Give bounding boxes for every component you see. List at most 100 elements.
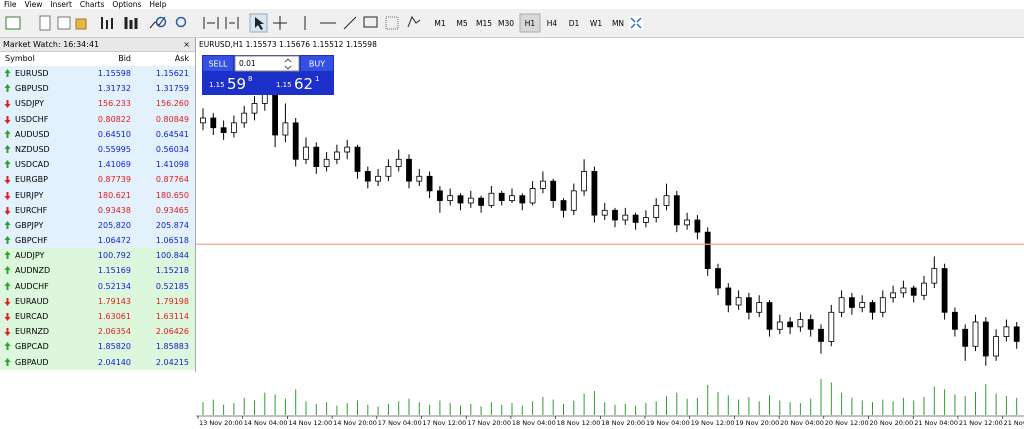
bid: 1.15598 [97, 69, 131, 78]
symbol: GBPUSD [15, 84, 49, 94]
bid: 0.80822 [97, 114, 131, 124]
arrow-up [4, 160, 11, 169]
column-bid[interactable]: Bid [118, 54, 131, 63]
candle-body [653, 205, 660, 218]
symbol-row[interactable]: GBPUSD 1.31732 1.31759 [0, 81, 195, 97]
scroll-icon[interactable] [203, 17, 219, 29]
time-label: 14 Nov 20:00 [333, 419, 377, 427]
text-icon[interactable] [363, 16, 378, 28]
symbol-row[interactable]: USDJPY 156.233 156.260 [0, 96, 195, 112]
menu-item[interactable]: Charts [79, 0, 105, 9]
symbol-row[interactable]: AUDUSD 0.64510 0.64541 [0, 126, 195, 142]
terminal-icon[interactable] [75, 18, 87, 30]
active-timeframe [519, 13, 541, 33]
time-label: 14 Nov 04:00 [244, 419, 288, 427]
symbol-row[interactable]: EURCHF 0.93438 0.93465 [0, 202, 195, 218]
menu-item[interactable]: Options [112, 0, 142, 9]
column-ask[interactable]: Ask [174, 54, 189, 63]
symbol-row[interactable]: NZDUSD 0.55995 0.56034 [0, 141, 195, 158]
timeframe-button[interactable]: H1 [525, 19, 536, 28]
candle-body [612, 209, 618, 221]
candle-body [684, 219, 691, 226]
ask: 1.15218 [155, 266, 189, 276]
candle-body [467, 197, 474, 204]
symbol-row[interactable]: EURAUD 1.79143 1.79198 [0, 293, 195, 309]
fibo-icon[interactable] [385, 16, 399, 30]
symbol-row[interactable]: AUDNZD 1.15169 1.15218 [0, 263, 195, 279]
timeframe-button[interactable]: W1 [590, 19, 602, 28]
timeframe-button[interactable]: D1 [569, 19, 580, 28]
candle-body [746, 297, 752, 313]
bar-chart-icon[interactable] [101, 17, 113, 29]
zoom-in-icon[interactable] [155, 16, 167, 28]
close-button[interactable]: × [183, 40, 190, 49]
menu-item[interactable]: Help [149, 0, 167, 9]
candle-body [323, 158, 330, 167]
sell-price-box[interactable] [203, 73, 265, 94]
candle-body [282, 122, 289, 136]
symbol-row[interactable]: EURGBP 0.87739 0.87764 [0, 172, 195, 188]
timeframe-button[interactable]: M1 [434, 19, 445, 28]
candle-body [972, 321, 979, 347]
symbol-row[interactable]: GBPCHF 1.06472 1.06518 [0, 233, 195, 249]
column-symbol[interactable]: Symbol [5, 54, 35, 63]
new-chart-icon[interactable] [5, 16, 21, 30]
symbol-row[interactable]: EURJPY 180.621 180.650 [0, 187, 195, 203]
shapes-icon[interactable] [407, 15, 421, 28]
lot-spinner[interactable] [284, 58, 292, 70]
candle-body [519, 195, 526, 204]
timeframe-button[interactable]: M30 [498, 19, 514, 28]
symbol-row[interactable]: USDCHF 0.80822 0.80849 [0, 111, 195, 127]
direction-arrow [4, 294, 11, 314]
profiles-icon[interactable] [39, 15, 51, 31]
menu-item[interactable]: Insert [50, 0, 72, 9]
symbol-row[interactable]: GBPCAD 1.85820 1.85883 [0, 339, 195, 355]
bid: 156.233 [97, 99, 131, 109]
time-label: 19 Nov 12:00 [691, 419, 735, 427]
time-label: 20 Nov 04:00 [780, 419, 824, 427]
symbol-row[interactable]: EURNZD 2.06354 2.06426 [0, 324, 195, 340]
symbol-row[interactable]: GBPAUD 2.04140 2.04215 [0, 354, 195, 370]
timeframe-button[interactable]: MN [612, 19, 624, 28]
symbol-row[interactable]: EURUSD 1.15598 1.15621 [0, 66, 195, 82]
bid: 0.52134 [97, 281, 131, 291]
symbol-row[interactable]: AUDJPY 100.792 100.844 [0, 248, 195, 264]
ask: 1.85883 [155, 342, 189, 352]
chart-header: EURUSD,H1 1.15573 1.15676 1.15512 1.1559… [199, 40, 377, 49]
candle-body [416, 175, 423, 182]
symbol-row[interactable]: EURCAD 1.63061 1.63114 [0, 309, 195, 325]
candle-body [900, 287, 907, 294]
sell-button[interactable] [203, 56, 233, 71]
symbol: EURUSD [15, 69, 49, 78]
candle-body [766, 302, 773, 330]
timeframe-button[interactable]: H4 [547, 19, 558, 28]
symbol: EURNZD [15, 327, 50, 337]
trendline-icon[interactable] [343, 16, 357, 30]
timeframe-button[interactable]: M15 [476, 19, 492, 28]
candle-body [632, 214, 639, 223]
menu-item[interactable]: View [24, 0, 43, 9]
zoom-out-icon[interactable] [175, 16, 187, 28]
menu-item[interactable]: File [4, 0, 17, 9]
candle-body [200, 117, 206, 124]
symbol-row[interactable]: USDCAD 1.41069 1.41098 [0, 157, 195, 173]
symbol: AUDCHF [15, 281, 49, 291]
crosshair-icon[interactable] [273, 16, 287, 30]
shift-icon[interactable] [225, 17, 239, 29]
buy-price-box[interactable] [268, 73, 333, 94]
candle-body [787, 321, 793, 328]
candle-body [436, 190, 443, 201]
timeframe-button[interactable]: M5 [456, 19, 467, 28]
navigator-icon[interactable] [57, 16, 71, 30]
bid: 0.93438 [97, 205, 131, 215]
direction-arrow [4, 112, 11, 132]
lot-input[interactable] [234, 55, 300, 72]
candle-body [385, 166, 392, 177]
symbol-row[interactable]: GBPJPY 205.820 205.874 [0, 217, 195, 234]
buy-button[interactable] [301, 56, 333, 71]
symbol-row[interactable]: AUDCHF 0.52134 0.52185 [0, 278, 195, 294]
ask: 1.15621 [155, 69, 189, 78]
arrow-up [4, 342, 11, 351]
candle-chart-icon[interactable] [124, 17, 138, 29]
